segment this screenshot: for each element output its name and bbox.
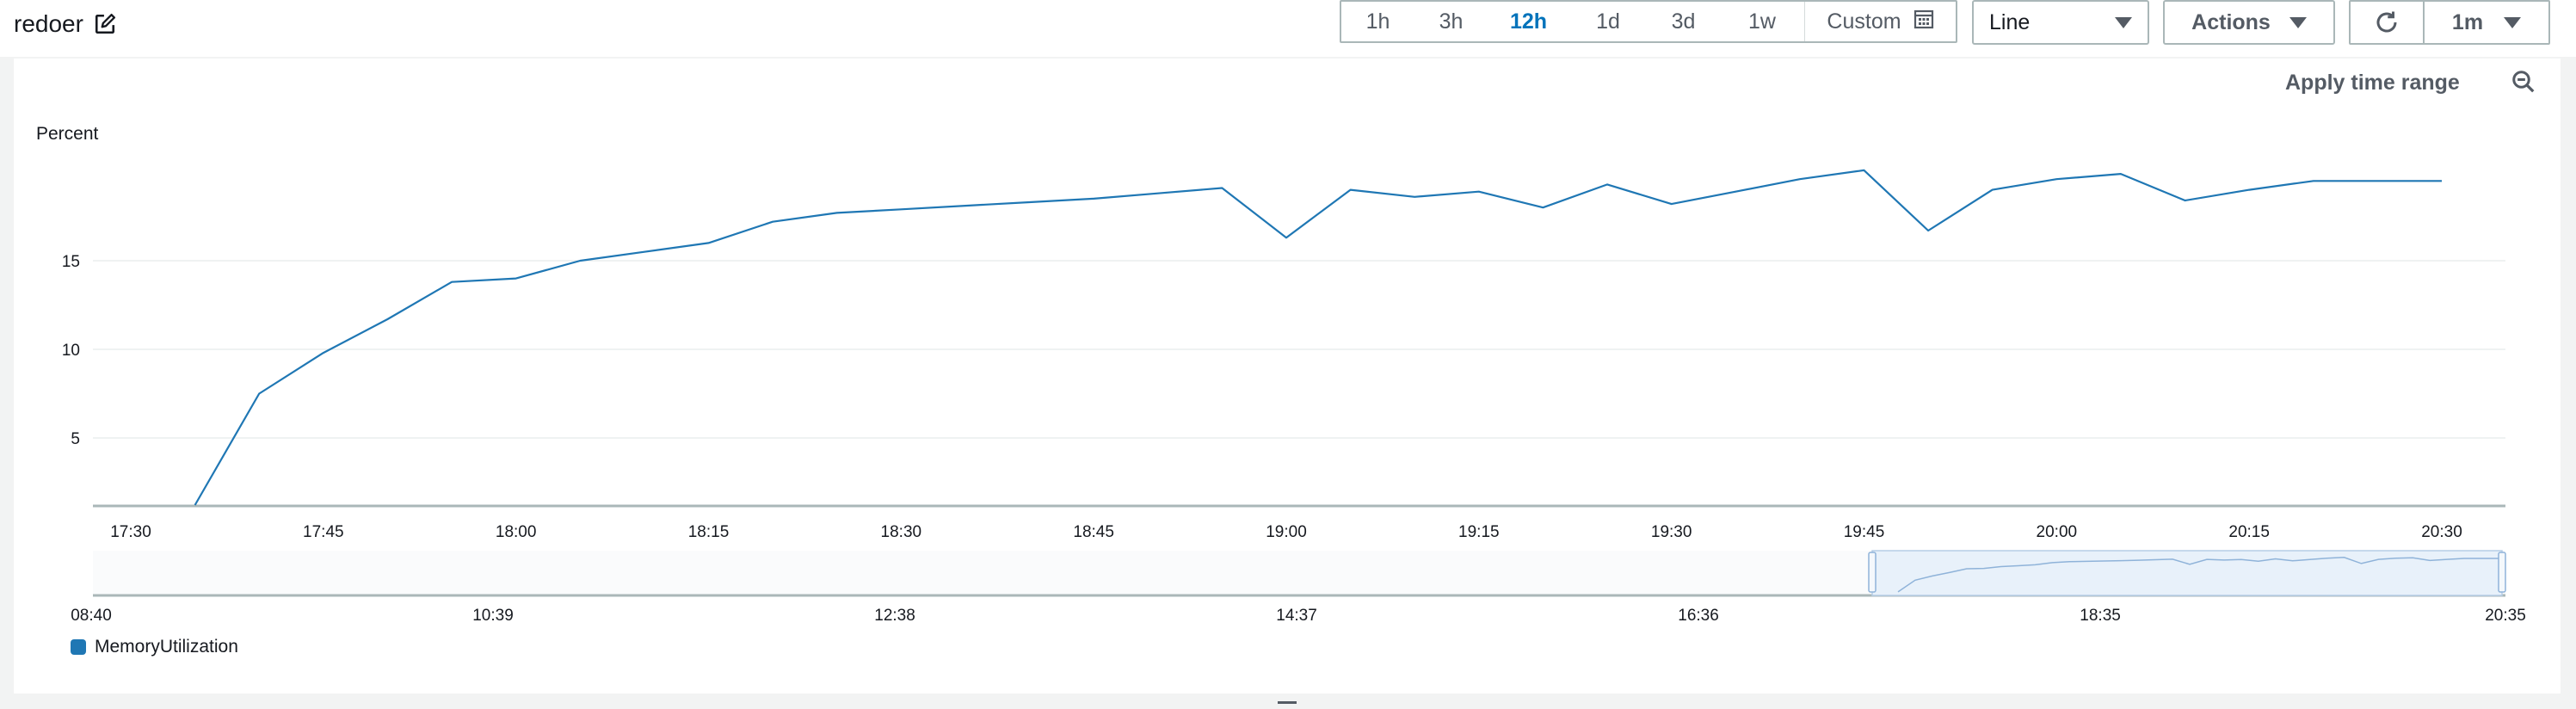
legend[interactable]: MemoryUtilization (71, 637, 238, 657)
time-range-custom[interactable]: Custom (1804, 2, 1956, 41)
refresh-button[interactable] (2351, 2, 2425, 43)
overview-x-tick-label: 12:38 (874, 607, 915, 625)
calendar-icon (1914, 9, 1934, 35)
caret-down-icon (2289, 16, 2307, 28)
overview-x-tick-label: 16:36 (1678, 607, 1719, 625)
x-tick-label: 17:30 (110, 523, 151, 541)
refresh-icon (2376, 11, 2397, 33)
dashboard-header: redoer 1h 3h 12h 1d 3d 1w Custom (0, 0, 2576, 57)
x-tick-label: 20:30 (2421, 523, 2462, 541)
apply-time-range-link[interactable]: Apply time range (2285, 71, 2460, 95)
y-tick-label: 15 (62, 253, 80, 271)
actions-label: Actions (2191, 9, 2271, 34)
x-tick-label: 17:45 (303, 523, 344, 541)
x-tick-label: 18:15 (688, 523, 730, 541)
time-range-3h[interactable]: 3h (1439, 9, 1464, 34)
x-tick-label: 20:15 (2228, 523, 2270, 541)
overview-x-tick-label: 10:39 (472, 607, 514, 625)
x-tick-label: 18:30 (881, 523, 922, 541)
overview-right-handle (2498, 552, 2506, 593)
caret-down-icon (2504, 16, 2522, 28)
resize-handle[interactable] (1278, 701, 1297, 704)
actions-button[interactable]: Actions (2163, 0, 2335, 45)
overview-x-tick-label: 14:37 (1276, 607, 1317, 625)
overview-x-tick-label: 08:40 (71, 607, 112, 625)
overview-left-handle (1868, 552, 1877, 593)
chart-type-select[interactable]: Line (1972, 0, 2149, 45)
overview-x-tick-label: 18:35 (2080, 607, 2121, 625)
x-tick-label: 19:15 (1458, 523, 1500, 541)
overview-x-tick-label: 20:35 (2485, 607, 2526, 625)
x-tick-label: 20:00 (2037, 523, 2078, 541)
time-range-3d[interactable]: 3d (1671, 9, 1696, 34)
time-range-12h[interactable]: 12h (1509, 9, 1548, 34)
legend-series-name: MemoryUtilization (95, 637, 238, 657)
zoom-out-icon[interactable] (2511, 69, 2536, 99)
refresh-controls: 1m (2349, 0, 2550, 45)
overview-mini-line (1897, 557, 2499, 593)
legend-swatch (71, 639, 86, 655)
time-range-1w[interactable]: 1w (1748, 9, 1776, 34)
x-tick-label: 19:30 (1651, 523, 1692, 541)
widget-title-text: redoer (14, 10, 83, 37)
y-axis-label: Percent (36, 124, 99, 144)
custom-label: Custom (1827, 9, 1901, 34)
x-tick-label: 18:00 (496, 523, 537, 541)
memory-utilization-line (194, 169, 2442, 506)
caret-down-icon (2115, 16, 2132, 28)
y-tick-label: 5 (71, 430, 80, 448)
time-range-selector: 1h 3h 12h 1d 3d 1w Custom (1340, 0, 1957, 43)
time-range-1h[interactable]: 1h (1365, 9, 1390, 34)
y-tick-label: 10 (62, 342, 80, 360)
edit-icon[interactable] (94, 13, 116, 35)
chart-type-value: Line (1989, 9, 2031, 34)
widget-title: redoer (14, 9, 116, 40)
x-tick-label: 19:45 (1844, 523, 1885, 541)
refresh-interval-value: 1m (2451, 9, 2484, 34)
refresh-interval-select[interactable]: 1m (2425, 2, 2548, 43)
x-tick-label: 18:45 (1073, 523, 1114, 541)
x-tick-label: 19:00 (1266, 523, 1307, 541)
time-range-1d[interactable]: 1d (1596, 9, 1620, 34)
